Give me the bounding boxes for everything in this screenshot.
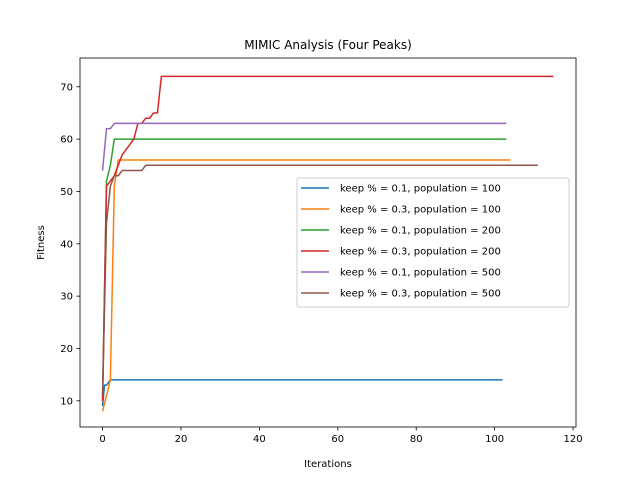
y-tick-label: 10 [60, 396, 73, 407]
legend-label-4: keep % = 0.3, population = 200 [340, 247, 501, 258]
x-tick-label: 80 [410, 434, 423, 445]
x-axis-label: Iterations [304, 459, 352, 470]
x-tick-label: 120 [564, 434, 583, 445]
x-tick-label: 60 [331, 434, 344, 445]
y-tick-label: 50 [60, 187, 73, 198]
legend-box [296, 177, 570, 308]
legend-label-5: keep % = 0.1, population = 500 [340, 268, 501, 279]
x-tick-label: 100 [485, 434, 504, 445]
legend-label-1: keep % = 0.1, population = 100 [340, 184, 501, 195]
series-line-2 [101, 159, 511, 412]
legend-label-3: keep % = 0.1, population = 200 [340, 226, 501, 237]
series-line-5 [101, 122, 507, 171]
series-line-6 [101, 164, 538, 396]
legend: keep % = 0.1, population = 100 keep % = 0… [296, 177, 570, 308]
legend-label-2: keep % = 0.3, population = 100 [340, 205, 501, 216]
y-tick-label: 70 [60, 82, 73, 93]
x-tick-label: 0 [99, 434, 105, 445]
plot-lines [101, 75, 554, 412]
x-tick-label: 20 [175, 434, 188, 445]
series-line-1 [101, 379, 503, 407]
y-axis-label: Fitness [36, 225, 47, 260]
legend-label-6: keep % = 0.3, population = 500 [340, 289, 501, 300]
y-axis-ticks: 10 20 30 40 50 60 70 [60, 82, 80, 407]
y-tick-label: 30 [60, 292, 73, 303]
x-axis-ticks: 0 20 40 60 80 100 120 [99, 427, 583, 445]
chart-title: MIMIC Analysis (Four Peaks) [244, 38, 412, 52]
x-tick-label: 40 [253, 434, 266, 445]
y-tick-label: 60 [60, 135, 73, 146]
plot-frame [79, 57, 577, 428]
y-tick-label: 40 [60, 239, 73, 250]
y-tick-label: 20 [60, 344, 73, 355]
